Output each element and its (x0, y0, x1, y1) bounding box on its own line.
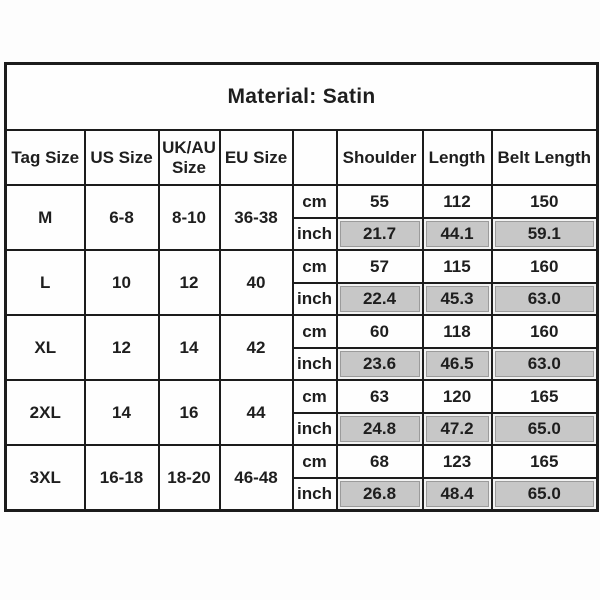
size-row-l-inch: inch 22.4 45.3 63.0 (6, 282, 599, 316)
size-row-xl-cm: XL 12 14 42 cm 60 118 160 (4, 314, 599, 381)
size-row-3xl-inch: inch 26.8 48.4 65.0 (6, 477, 599, 512)
shoulder-inch-value: 26.8 (335, 477, 424, 512)
material-row: Material: Satin (4, 62, 599, 131)
length-inch-value: 47.2 (421, 412, 493, 446)
column-header-length: Length (421, 129, 493, 186)
uk-au-size-cell: 18-20 (157, 444, 221, 512)
uk-au-size-cell: 8-10 (157, 184, 221, 251)
shoulder-inch-value: 21.7 (335, 217, 424, 251)
unit-label-inch: inch (291, 217, 338, 251)
belt-length-cm-value: 150 (490, 184, 599, 219)
belt-length-cm-value: 165 (490, 444, 599, 479)
belt-length-inch-value: 63.0 (490, 347, 599, 381)
column-header-us-size: US Size (83, 129, 160, 186)
size-row-xl-inch: inch 23.6 46.5 63.0 (6, 347, 599, 381)
unit-label-inch: inch (291, 412, 338, 446)
length-inch-value: 48.4 (421, 477, 493, 512)
shoulder-cm-value: 55 (335, 184, 424, 219)
column-header-uk-au-size: UK/AU Size (157, 129, 221, 186)
us-size-cell: 12 (83, 314, 160, 381)
belt-length-cm-value: 160 (490, 249, 599, 284)
uk-au-size-cell: 12 (157, 249, 221, 316)
unit-label-cm: cm (291, 379, 338, 414)
us-size-cell: 6-8 (83, 184, 160, 251)
column-header-row: Tag Size US Size UK/AU Size EU Size Shou… (4, 129, 599, 186)
column-header-unit (291, 129, 338, 186)
unit-label-cm: cm (291, 249, 338, 284)
tag-size-cell: M (4, 184, 86, 251)
belt-length-inch-value: 65.0 (490, 412, 599, 446)
size-row-m-inch: inch 21.7 44.1 59.1 (6, 217, 599, 251)
unit-label-inch: inch (291, 477, 338, 512)
column-header-shoulder: Shoulder (335, 129, 424, 186)
eu-size-cell: 42 (218, 314, 294, 381)
length-cm-value: 123 (421, 444, 493, 479)
shoulder-cm-value: 57 (335, 249, 424, 284)
tag-size-cell: XL (4, 314, 86, 381)
tag-size-cell: 2XL (4, 379, 86, 446)
shoulder-inch-value: 22.4 (335, 282, 424, 316)
eu-size-cell: 46-48 (218, 444, 294, 512)
column-header-eu-size: EU Size (218, 129, 294, 186)
size-row-l-cm: L 10 12 40 cm 57 115 160 (4, 249, 599, 316)
belt-length-cm-value: 165 (490, 379, 599, 414)
unit-label-cm: cm (291, 314, 338, 349)
tag-size-cell: L (4, 249, 86, 316)
length-inch-value: 46.5 (421, 347, 493, 381)
unit-label-inch: inch (291, 347, 338, 381)
us-size-cell: 14 (83, 379, 160, 446)
belt-length-inch-value: 59.1 (490, 217, 599, 251)
column-header-belt-length: Belt Length (490, 129, 599, 186)
tag-size-cell: 3XL (4, 444, 86, 512)
length-cm-value: 112 (421, 184, 493, 219)
column-header-tag-size: Tag Size (4, 129, 86, 186)
belt-length-inch-value: 65.0 (490, 477, 599, 512)
size-chart-table: Material: Satin Tag Size US Size UK/AU S… (4, 62, 600, 512)
shoulder-cm-value: 63 (335, 379, 424, 414)
belt-length-inch-value: 63.0 (490, 282, 599, 316)
eu-size-cell: 36-38 (218, 184, 294, 251)
length-inch-value: 45.3 (421, 282, 493, 316)
length-cm-value: 115 (421, 249, 493, 284)
length-cm-value: 118 (421, 314, 493, 349)
shoulder-inch-value: 24.8 (335, 412, 424, 446)
uk-au-size-cell: 14 (157, 314, 221, 381)
size-row-2xl-cm: 2XL 14 16 44 cm 63 120 165 (4, 379, 599, 446)
shoulder-inch-value: 23.6 (335, 347, 424, 381)
material-title: Material: Satin (4, 62, 599, 131)
unit-label-inch: inch (291, 282, 338, 316)
shoulder-cm-value: 60 (335, 314, 424, 349)
us-size-cell: 10 (83, 249, 160, 316)
length-inch-value: 44.1 (421, 217, 493, 251)
belt-length-cm-value: 160 (490, 314, 599, 349)
shoulder-cm-value: 68 (335, 444, 424, 479)
us-size-cell: 16-18 (83, 444, 160, 512)
size-row-3xl-cm: 3XL 16-18 18-20 46-48 cm 68 123 165 (4, 444, 599, 512)
unit-label-cm: cm (291, 444, 338, 479)
size-row-2xl-inch: inch 24.8 47.2 65.0 (6, 412, 599, 446)
eu-size-cell: 40 (218, 249, 294, 316)
unit-label-cm: cm (291, 184, 338, 219)
eu-size-cell: 44 (218, 379, 294, 446)
length-cm-value: 120 (421, 379, 493, 414)
size-row-m-cm: M 6-8 8-10 36-38 cm 55 112 150 (4, 184, 599, 251)
uk-au-size-cell: 16 (157, 379, 221, 446)
